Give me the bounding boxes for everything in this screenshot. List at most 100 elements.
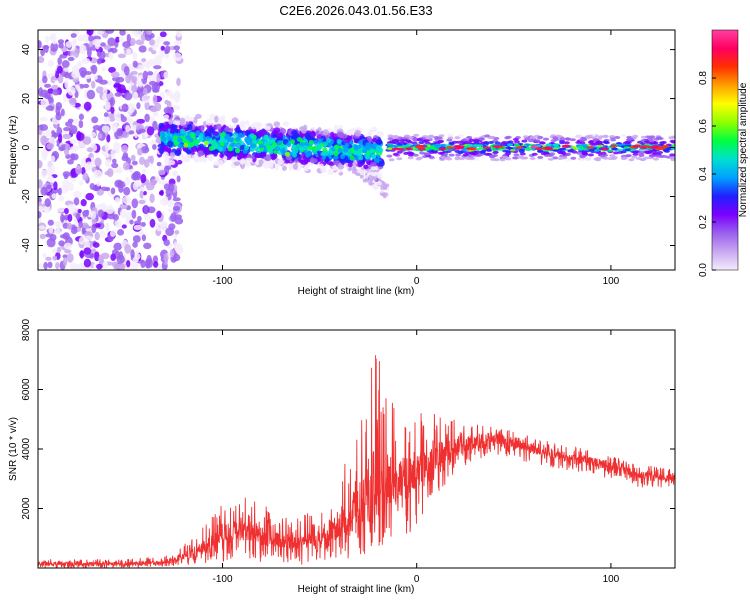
spectral-blob bbox=[71, 118, 81, 124]
spectral-blob bbox=[40, 48, 46, 57]
spectral-blob bbox=[46, 143, 54, 150]
spectral-blob bbox=[391, 147, 400, 151]
spectral-blob bbox=[152, 261, 159, 268]
spectral-blob bbox=[396, 150, 403, 154]
spectral-blob bbox=[73, 48, 80, 58]
spectral-blob bbox=[639, 146, 648, 150]
spectral-blob bbox=[282, 121, 290, 127]
spectral-blob bbox=[165, 165, 172, 171]
spectral-blob bbox=[78, 236, 85, 245]
spectral-blob bbox=[113, 83, 122, 88]
spectral-blob bbox=[56, 127, 63, 136]
spectral-blob bbox=[440, 156, 447, 159]
spectral-blob bbox=[544, 146, 553, 150]
spectral-blob bbox=[55, 262, 60, 270]
spectral-blob bbox=[455, 153, 462, 157]
spectral-blob bbox=[406, 143, 413, 147]
spectral-blob bbox=[68, 125, 78, 135]
spectral-blob bbox=[42, 252, 47, 258]
spectral-blob bbox=[489, 135, 496, 139]
spectral-blob bbox=[669, 153, 675, 157]
spectral-blob bbox=[143, 204, 149, 214]
spectral-blob bbox=[110, 187, 116, 195]
spectral-blob bbox=[657, 151, 664, 154]
spectral-blob bbox=[416, 138, 423, 142]
spectral-blob bbox=[404, 134, 410, 138]
spectral-blob bbox=[46, 238, 56, 248]
spectral-blob bbox=[661, 154, 667, 158]
spectral-blob bbox=[412, 153, 419, 157]
spectral-blob bbox=[644, 140, 650, 144]
spectral-blob bbox=[38, 56, 45, 64]
spectral-blob bbox=[141, 58, 147, 63]
spectral-blob bbox=[197, 150, 202, 158]
spectral-blob bbox=[384, 192, 388, 197]
spectral-blob bbox=[649, 135, 655, 139]
spectral-blob bbox=[122, 162, 130, 171]
spectral-blob bbox=[176, 77, 181, 87]
spectral-blob bbox=[358, 155, 364, 161]
spectral-blob bbox=[413, 133, 420, 137]
spectral-blob bbox=[75, 84, 80, 90]
spectral-blob bbox=[47, 261, 53, 269]
spectral-blob bbox=[173, 206, 181, 211]
spectral-blob bbox=[62, 133, 72, 140]
spectral-blob bbox=[157, 178, 164, 185]
snr-marks bbox=[38, 355, 675, 568]
spectral-blob bbox=[143, 87, 148, 96]
spectral-blob bbox=[415, 145, 424, 149]
spectral-blob bbox=[67, 204, 75, 210]
spectral-blob bbox=[425, 136, 432, 140]
spectral-blob bbox=[105, 30, 115, 34]
spectral-blob bbox=[176, 175, 181, 183]
colorbar-tick-label: 0.4 bbox=[698, 167, 709, 181]
spectral-blob bbox=[525, 148, 532, 151]
spectral-blob bbox=[597, 144, 604, 148]
spectral-blob bbox=[148, 47, 153, 52]
spectral-blob bbox=[47, 59, 54, 67]
spectral-blob bbox=[563, 141, 570, 145]
spectral-blob bbox=[336, 139, 342, 144]
spectral-blob bbox=[571, 150, 578, 154]
spectral-blob bbox=[217, 160, 224, 166]
spectral-blob bbox=[174, 149, 182, 157]
spectral-blob bbox=[57, 39, 65, 44]
spectral-blob bbox=[39, 116, 48, 122]
spectral-blob bbox=[215, 123, 222, 130]
spectral-blob bbox=[647, 146, 656, 149]
spectral-blob bbox=[138, 45, 147, 53]
spectral-blob bbox=[143, 242, 152, 250]
spectral-blob bbox=[494, 141, 501, 145]
spectral-blob bbox=[514, 140, 520, 144]
spectral-blob bbox=[152, 94, 158, 105]
spectral-blob bbox=[343, 147, 349, 153]
spectral-blob bbox=[96, 58, 102, 65]
spectral-blob bbox=[469, 151, 476, 155]
snr-panel: -100 0 100 2000 4000 6000 8000 Height of strai… bbox=[8, 318, 676, 595]
spectral-blob bbox=[251, 138, 257, 144]
spectral-blob bbox=[95, 86, 105, 94]
spectral-blob bbox=[577, 148, 584, 151]
spectral-blob bbox=[169, 248, 175, 258]
spectral-blob bbox=[193, 116, 198, 124]
spectral-blob bbox=[174, 230, 180, 235]
spectral-blob bbox=[69, 139, 77, 145]
spectrogram-frame bbox=[37, 29, 676, 271]
spectral-blob bbox=[318, 163, 324, 170]
spectral-blob bbox=[114, 197, 121, 204]
spectral-blob bbox=[301, 127, 307, 134]
spectral-blob bbox=[392, 152, 399, 156]
spectral-blob bbox=[240, 158, 246, 165]
spectral-blob bbox=[92, 263, 97, 269]
spectral-blob bbox=[169, 152, 176, 158]
spectral-blob bbox=[492, 154, 498, 157]
spectral-blob bbox=[520, 156, 527, 160]
spectral-blob bbox=[376, 139, 383, 144]
spectral-blob bbox=[90, 131, 97, 138]
spectral-blob bbox=[488, 141, 495, 144]
spectral-blob bbox=[286, 142, 292, 148]
spectral-blob bbox=[88, 41, 94, 48]
spectral-blob bbox=[304, 134, 312, 140]
spectral-blob bbox=[100, 202, 107, 212]
